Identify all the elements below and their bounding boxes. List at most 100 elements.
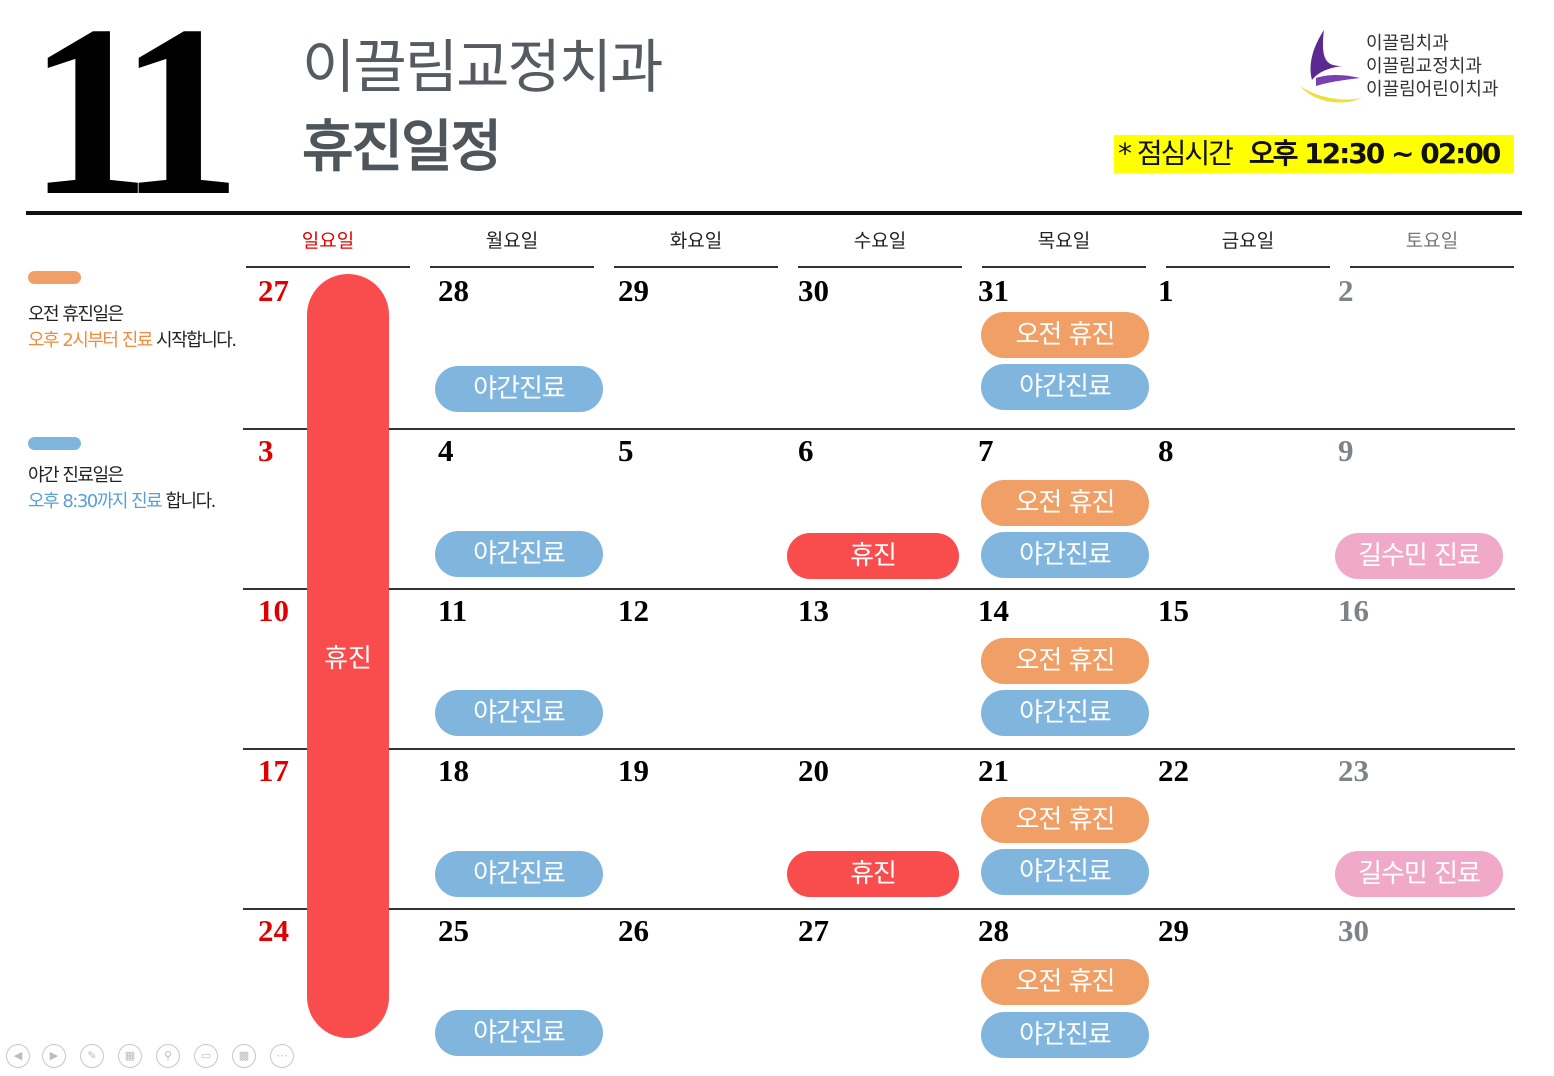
month-number: 11 — [28, 0, 242, 246]
day-number: 11 — [438, 593, 468, 628]
day-number: 6 — [798, 433, 814, 468]
weekday-sunday: 일요일 — [301, 230, 355, 252]
day-number: 2 — [1338, 273, 1354, 308]
day-number: 20 — [798, 753, 829, 788]
day-number: 13 — [798, 593, 829, 628]
morning-closed-badge: 오전 휴진 — [981, 797, 1149, 843]
weekday-thursday: 목요일 — [1037, 230, 1091, 252]
header-underline — [798, 266, 962, 268]
header-underline — [982, 266, 1146, 268]
day-number: 8 — [1158, 433, 1174, 468]
night-clinic-badge: 야간진료 — [981, 364, 1149, 410]
lunch-time: 오후 12:30 ~ 02:00 — [1248, 137, 1501, 170]
night-clinic-badge: 야간진료 — [435, 366, 603, 412]
subtitle-icon[interactable]: ▭ — [194, 1044, 218, 1068]
legend-night-line1: 야간 진료일은 — [28, 465, 124, 486]
day-number: 4 — [438, 433, 454, 468]
week-divider — [243, 428, 1515, 430]
day-number: 29 — [618, 273, 649, 308]
night-clinic-badge: 야간진료 — [435, 690, 603, 736]
day-number: 28 — [978, 913, 1009, 948]
lunch-time-banner: * 점심시간 오후 12:30 ~ 02:00 — [1114, 135, 1514, 173]
day-number: 25 — [438, 913, 469, 948]
week-divider — [243, 748, 1515, 750]
doctor-schedule-badge: 길수민 진료 — [1335, 851, 1503, 897]
weekday-saturday: 토요일 — [1405, 230, 1459, 252]
legend-night-accent: 오후 8:30까지 진료 — [28, 491, 163, 512]
night-clinic-badge: 야간진료 — [435, 1010, 603, 1056]
weekday-friday: 금요일 — [1221, 230, 1275, 252]
zoom-icon[interactable]: ⚲ — [156, 1044, 180, 1068]
day-number: 30 — [798, 273, 829, 308]
header-underline — [614, 266, 778, 268]
closed-badge: 휴진 — [787, 533, 959, 579]
night-clinic-badge: 야간진료 — [981, 690, 1149, 736]
header-underline — [1350, 266, 1514, 268]
camera-icon[interactable]: ▩ — [232, 1044, 256, 1068]
legend-night-rest: 합니다. — [161, 491, 216, 512]
morning-closed-badge: 오전 휴진 — [981, 638, 1149, 684]
legend-night-swatch — [28, 437, 81, 450]
night-clinic-badge: 야간진료 — [981, 532, 1149, 578]
week-divider — [243, 588, 1515, 590]
sunday-closed-label: 휴진 — [324, 644, 372, 674]
legend-night-text: 야간 진료일은 오후 8:30까지 진료 합니다. — [28, 463, 216, 515]
next-icon[interactable]: ▶ — [42, 1044, 66, 1068]
morning-closed-badge: 오전 휴진 — [981, 959, 1149, 1005]
clinic-logo: 이끌림치과 이끌림교정치과 이끌림어린이치과 — [1298, 28, 1538, 108]
day-number: 3 — [258, 433, 274, 468]
clinic-name: 이끌림교정치과 — [302, 33, 664, 101]
legend-morning-accent: 오후 2시부터 진료 — [28, 330, 153, 351]
logo-line-3: 이끌림어린이치과 — [1366, 79, 1499, 100]
day-number: 15 — [1158, 593, 1189, 628]
day-number: 26 — [618, 913, 649, 948]
day-number: 28 — [438, 273, 469, 308]
slides-icon[interactable]: ▦ — [118, 1044, 142, 1068]
header-divider — [26, 211, 1522, 215]
day-number: 30 — [1338, 913, 1369, 948]
day-number: 7 — [978, 433, 994, 468]
day-number: 23 — [1338, 753, 1369, 788]
weekday-wednesday: 수요일 — [853, 230, 907, 252]
day-number: 1 — [1158, 273, 1174, 308]
legend-morning-swatch — [28, 271, 81, 284]
more-icon[interactable]: ⋯ — [270, 1044, 294, 1068]
week-divider — [243, 908, 1515, 910]
header-underline — [1166, 266, 1330, 268]
prev-icon[interactable]: ◀ — [6, 1044, 30, 1068]
pen-icon[interactable]: ✎ — [80, 1044, 104, 1068]
day-number: 5 — [618, 433, 634, 468]
day-number: 16 — [1338, 593, 1369, 628]
day-number: 19 — [618, 753, 649, 788]
logo-line-2: 이끌림교정치과 — [1366, 56, 1482, 77]
day-number: 24 — [258, 913, 289, 948]
night-clinic-badge: 야간진료 — [981, 849, 1149, 895]
day-number: 12 — [618, 593, 649, 628]
night-clinic-badge: 야간진료 — [435, 531, 603, 577]
logo-icon — [1300, 30, 1362, 103]
day-number: 14 — [978, 593, 1009, 628]
day-number: 31 — [978, 273, 1009, 308]
morning-closed-badge: 오전 휴진 — [981, 312, 1149, 358]
day-number: 27 — [798, 913, 829, 948]
day-number: 9 — [1338, 433, 1354, 468]
night-clinic-badge: 야간진료 — [435, 851, 603, 897]
sunday-closed-bar — [307, 274, 389, 1038]
page-subtitle: 휴진일정 — [302, 115, 502, 180]
header-underline — [430, 266, 594, 268]
day-number: 21 — [978, 753, 1009, 788]
weekday-tuesday: 화요일 — [669, 230, 723, 252]
day-number: 17 — [258, 753, 289, 788]
day-number: 29 — [1158, 913, 1189, 948]
day-number: 22 — [1158, 753, 1189, 788]
legend-morning-rest: 시작합니다. — [151, 330, 237, 351]
weekday-monday: 월요일 — [485, 230, 539, 252]
doctor-schedule-badge: 길수민 진료 — [1335, 533, 1503, 579]
logo-line-1: 이끌림치과 — [1366, 33, 1449, 54]
closed-badge: 휴진 — [787, 851, 959, 897]
header-underline — [246, 266, 410, 268]
day-number: 27 — [258, 273, 289, 308]
night-clinic-badge: 야간진료 — [981, 1012, 1149, 1058]
legend-morning-text: 오전 휴진일은 오후 2시부터 진료 시작합니다. — [28, 302, 237, 354]
morning-closed-badge: 오전 휴진 — [981, 480, 1149, 526]
